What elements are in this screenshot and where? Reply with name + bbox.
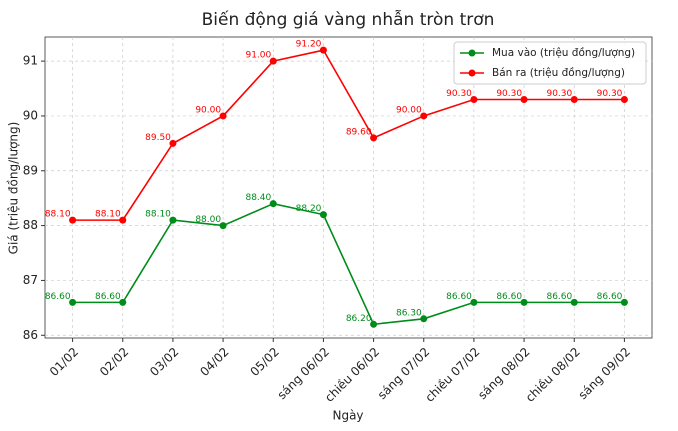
data-point	[420, 112, 428, 120]
series-line	[72, 202, 625, 326]
x-tick-label: chiều 07/02	[422, 345, 482, 405]
data-point	[219, 222, 227, 230]
data-label: 89.50	[145, 133, 171, 143]
data-point	[219, 112, 227, 120]
data-point	[520, 298, 528, 306]
plot-frame	[44, 36, 653, 339]
chart-title: Biến động giá vàng nhẫn tròn trơn	[202, 9, 495, 30]
y-tick-label: 86	[23, 328, 38, 342]
data-label: 86.60	[546, 292, 572, 302]
data-point	[169, 216, 177, 224]
data-point	[119, 298, 127, 306]
x-tick-label: chiều 08/02	[523, 345, 583, 405]
data-label: 88.20	[296, 204, 322, 214]
data-point	[470, 96, 478, 104]
data-label: 86.60	[45, 292, 71, 302]
legend-box	[453, 41, 647, 85]
y-tick-label: 87	[23, 273, 38, 287]
data-label: 91.20	[296, 40, 322, 50]
y-tick-label: 88	[23, 218, 38, 232]
data-label: 86.30	[396, 308, 422, 318]
data-label: 88.10	[145, 210, 171, 220]
data-point	[69, 298, 77, 306]
data-point	[370, 320, 378, 328]
legend-label: Bán ra (triệu đồng/lượng)	[492, 67, 625, 79]
data-point	[620, 96, 628, 104]
data-point	[370, 134, 378, 142]
data-point	[319, 211, 327, 219]
x-tick-label: 02/02	[97, 345, 131, 379]
data-point	[420, 315, 428, 323]
data-label: 90.30	[597, 89, 623, 99]
data-point	[69, 216, 77, 224]
x-tick-label: 05/02	[247, 345, 281, 379]
data-label: 88.00	[195, 215, 221, 225]
data-point	[570, 96, 578, 104]
x-tick-label: 01/02	[47, 345, 81, 379]
data-label: 88.40	[245, 193, 271, 203]
data-label: 86.20	[346, 314, 372, 324]
data-point	[470, 298, 478, 306]
data-label: 90.00	[195, 105, 221, 115]
data-point	[620, 298, 628, 306]
data-label: 90.30	[496, 89, 522, 99]
data-point	[169, 139, 177, 147]
legend-marker	[468, 69, 476, 77]
data-label: 89.60	[346, 127, 372, 137]
data-point	[269, 200, 277, 208]
data-label: 90.00	[396, 105, 422, 115]
data-label: 86.60	[95, 292, 121, 302]
data-label: 86.60	[496, 292, 522, 302]
data-label: 86.60	[446, 292, 472, 302]
legend-label: Mua vào (triệu đồng/lượng)	[492, 47, 635, 59]
x-tick-label: chiều 06/02	[322, 345, 382, 405]
data-point	[570, 298, 578, 306]
data-point	[269, 57, 277, 65]
data-point	[520, 96, 528, 104]
x-tick-label: 03/02	[147, 345, 181, 379]
y-tick-label: 89	[23, 163, 38, 177]
data-label: 90.30	[546, 89, 572, 99]
y-tick-label: 90	[23, 108, 38, 122]
x-axis-label: Ngày	[332, 409, 363, 423]
series-line	[72, 49, 625, 221]
x-tick-label: 04/02	[197, 345, 231, 379]
data-point	[119, 216, 127, 224]
data-label: 88.10	[95, 210, 121, 220]
x-tick-label: sáng 09/02	[576, 345, 633, 402]
data-label: 91.00	[245, 51, 271, 61]
y-tick-label: 91	[23, 54, 38, 68]
data-label: 90.30	[446, 89, 472, 99]
data-label: 88.10	[45, 210, 71, 220]
data-point	[319, 46, 327, 54]
legend-marker	[468, 49, 476, 57]
y-axis-label: Giá (triệu đồng/lượng)	[7, 122, 21, 255]
data-label: 86.60	[597, 292, 623, 302]
